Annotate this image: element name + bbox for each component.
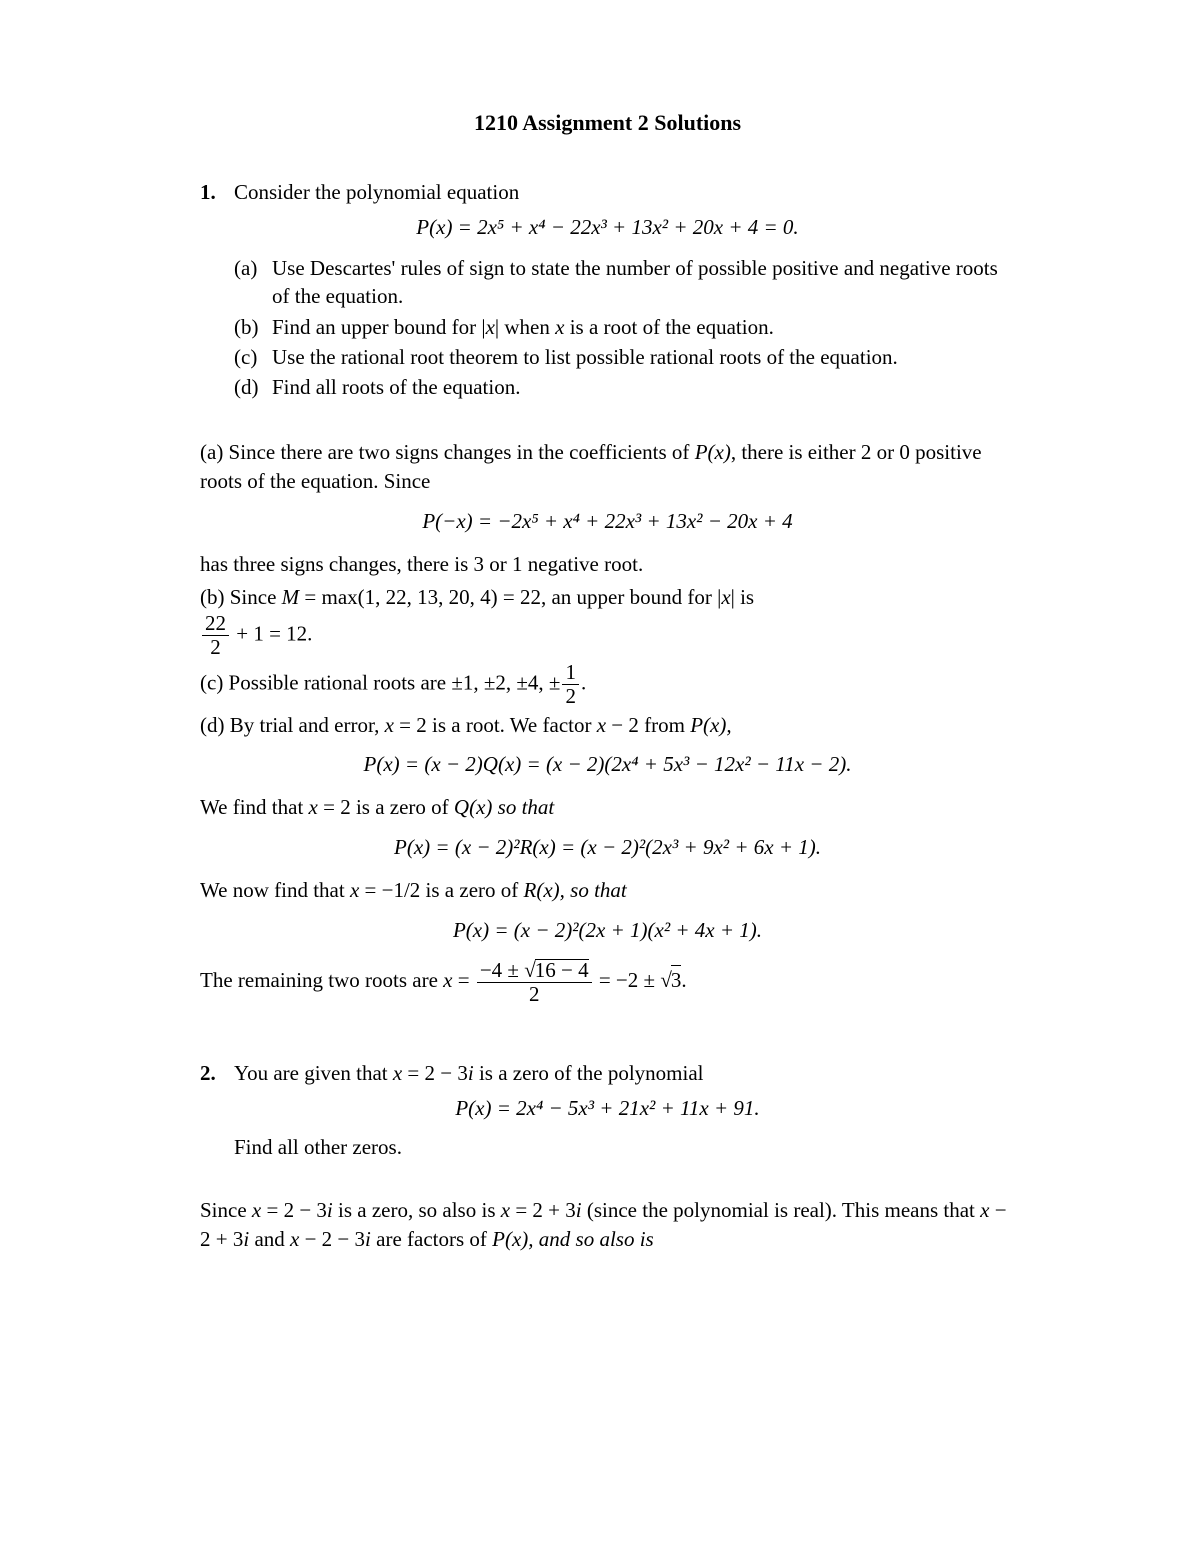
sol-p2-line: Since x = 2 − 3i is a zero, so also is x… — [200, 1196, 1015, 1255]
sol-d-line3: We now find that x = −1/2 is a zero of R… — [200, 876, 1015, 905]
part-b: (b) Find an upper bound for |x| when x i… — [234, 313, 1015, 341]
problem-1-header: 1. Consider the polynomial equation — [200, 180, 1015, 205]
problem-2-header: 2. You are given that x = 2 − 3i is a ze… — [200, 1061, 1015, 1086]
problem-2-number: 2. — [200, 1061, 234, 1086]
problem-2: 2. You are given that x = 2 − 3i is a ze… — [200, 1061, 1015, 1255]
sol-c-line: (c) Possible rational roots are ±1, ±2, … — [200, 662, 1015, 707]
equation-pnegx: P(−x) = −2x⁵ + x⁴ + 22x³ + 13x² − 20x + … — [200, 507, 1015, 536]
equation-p2: P(x) = 2x⁴ − 5x³ + 21x² + 11x + 91. — [200, 1096, 1015, 1121]
sol-a-line2: has three signs changes, there is 3 or 1… — [200, 550, 1015, 579]
sol-d-line1: (d) By trial and error, x = 2 is a root.… — [200, 711, 1015, 740]
page-title: 1210 Assignment 2 Solutions — [200, 110, 1015, 136]
part-c: (c) Use the rational root theorem to lis… — [234, 343, 1015, 371]
problem-1: 1. Consider the polynomial equation P(x)… — [200, 180, 1015, 1005]
problem-1-solution: (a) Since there are two signs changes in… — [200, 438, 1015, 1005]
sqrt-3: √3 — [660, 965, 681, 995]
sol-b-line: (b) Since M = max(1, 22, 13, 20, 4) = 22… — [200, 583, 1015, 657]
equation-final-factor: P(x) = (x − 2)²(2x + 1)(x² + 4x + 1). — [200, 916, 1015, 945]
problem-2-find: Find all other zeros. — [234, 1135, 1015, 1160]
problem-1-number: 1. — [200, 180, 234, 205]
fraction-half: 12 — [562, 662, 579, 707]
problem-1-intro: Consider the polynomial equation — [234, 180, 1015, 205]
equation-main: P(x) = 2x⁵ + x⁴ − 22x³ + 13x² + 20x + 4 … — [200, 215, 1015, 240]
equation-R: P(x) = (x − 2)²R(x) = (x − 2)²(2x³ + 9x²… — [200, 833, 1015, 862]
document-page: 1210 Assignment 2 Solutions 1. Consider … — [0, 0, 1200, 1553]
sol-d-line2: We find that x = 2 is a zero of Q(x) so … — [200, 793, 1015, 822]
problem-1-parts: (a) Use Descartes' rules of sign to stat… — [234, 254, 1015, 402]
sol-a-line1: (a) Since there are two signs changes in… — [200, 438, 1015, 497]
sol-d-line4: The remaining two roots are x = −4 ± √16… — [200, 959, 1015, 1005]
fraction-22-2: 222 — [202, 613, 229, 658]
problem-2-intro: You are given that x = 2 − 3i is a zero … — [234, 1061, 1015, 1086]
equation-Q: P(x) = (x − 2)Q(x) = (x − 2)(2x⁴ + 5x³ −… — [200, 750, 1015, 779]
part-a: (a) Use Descartes' rules of sign to stat… — [234, 254, 1015, 311]
quadratic-fraction: −4 ± √16 − 42 — [477, 959, 592, 1005]
part-d: (d) Find all roots of the equation. — [234, 373, 1015, 401]
problem-2-solution: Since x = 2 − 3i is a zero, so also is x… — [200, 1196, 1015, 1255]
